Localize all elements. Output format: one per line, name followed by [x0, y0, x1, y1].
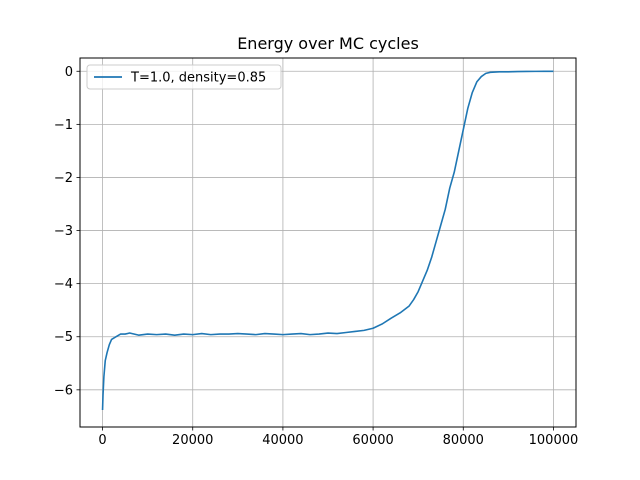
series-layer: [101, 70, 554, 411]
legend-box: [86, 64, 282, 90]
plot-frame: [79, 57, 577, 428]
x-tick-label: 20000: [172, 433, 213, 448]
y-tick-label: −6: [54, 383, 73, 398]
y-tick-label: −2: [54, 171, 73, 186]
y-tick-label: 0: [65, 65, 73, 80]
legend: T=1.0, density=0.85: [86, 64, 282, 90]
y-tick-label: −3: [54, 224, 73, 239]
y-tick-label: −1: [54, 118, 73, 133]
x-tick-label: 0: [98, 433, 106, 448]
x-tick-label: 60000: [352, 433, 393, 448]
x-tick-label: 40000: [262, 433, 303, 448]
grid-layer: [80, 58, 576, 427]
x-tick-label: 100000: [529, 433, 579, 448]
x-tick-label: 80000: [443, 433, 484, 448]
y-tick-label: −5: [54, 330, 73, 345]
chart-title: Energy over MC cycles: [237, 34, 419, 53]
legend-label: T=1.0, density=0.85: [130, 71, 266, 86]
series-line: [101, 70, 554, 411]
tick-layer: 0 20000 40000 60000 80000 100000 −6 −5 −4 −3 −2 −1 0: [54, 65, 578, 448]
y-tick-label: −4: [54, 277, 73, 292]
